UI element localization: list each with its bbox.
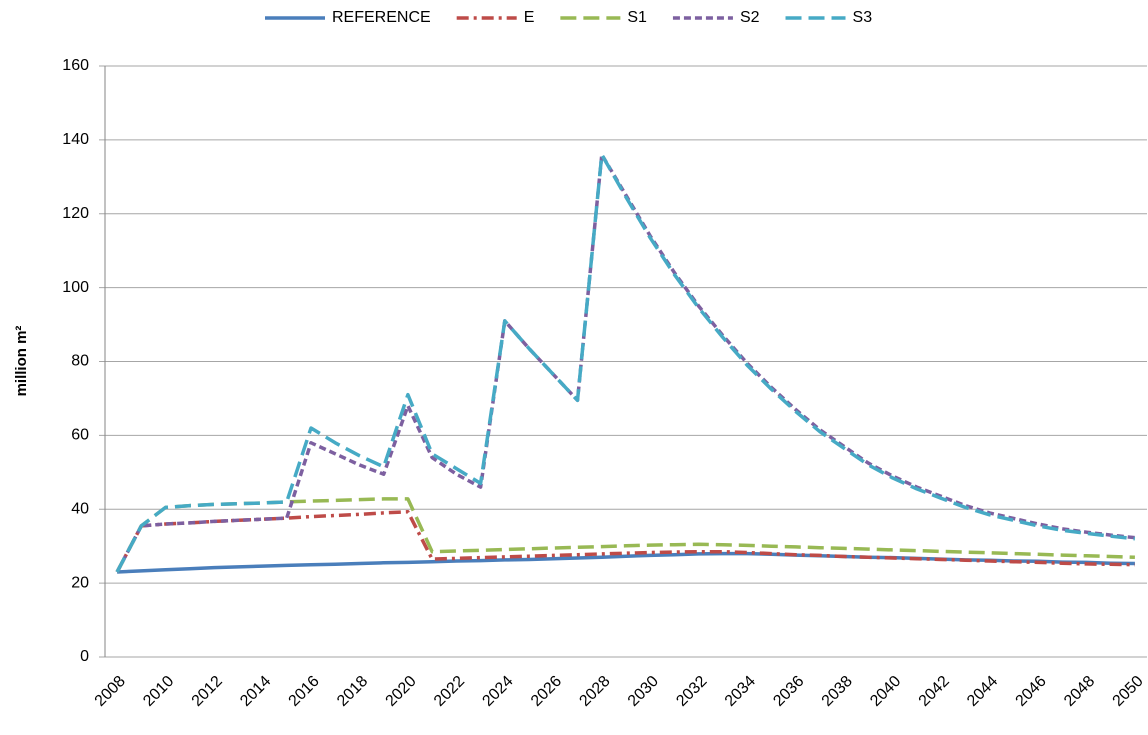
y-tick-label: 60 — [71, 427, 89, 444]
series-line — [115, 152, 1136, 573]
y-tick-label: 20 — [71, 574, 89, 591]
series-line — [117, 551, 1135, 574]
x-tick-label: 2048 — [1061, 673, 1098, 710]
x-tick-label: 2038 — [819, 673, 856, 710]
y-tick-label: 40 — [71, 500, 89, 517]
y-tick-label: 0 — [80, 648, 89, 665]
x-tick-label: 2050 — [1110, 673, 1147, 710]
legend-label: S1 — [627, 9, 647, 26]
legend-label: S3 — [853, 9, 873, 26]
x-tick-label: 2042 — [916, 673, 953, 710]
x-tick-label: 2034 — [722, 673, 759, 710]
legend-label: REFERENCE — [332, 9, 431, 26]
y-tick-label: 100 — [62, 279, 89, 296]
x-tick-label: 2026 — [528, 673, 565, 710]
x-tick-label: 2046 — [1013, 673, 1050, 710]
x-tick-label: 2024 — [479, 673, 516, 710]
x-tick-label: 2010 — [140, 673, 177, 710]
series-line — [115, 152, 1136, 573]
x-tick-label: 2022 — [431, 673, 468, 710]
y-tick-label: 140 — [62, 131, 89, 148]
y-tick-label: 160 — [62, 57, 89, 74]
x-tick-label: 2020 — [383, 673, 420, 710]
x-tick-label: 2012 — [189, 673, 226, 710]
x-tick-label: 2036 — [770, 673, 807, 710]
x-tick-label: 2044 — [964, 673, 1001, 710]
series-line — [115, 497, 1135, 573]
x-tick-label: 2016 — [286, 673, 323, 710]
x-tick-label: 2032 — [673, 673, 710, 710]
y-axis-label: million m² — [13, 326, 30, 397]
y-tick-label: 80 — [71, 353, 89, 370]
legend-label: S2 — [740, 9, 760, 26]
series-line — [115, 510, 1135, 573]
x-tick-label: 2028 — [576, 673, 613, 710]
x-tick-label: 2040 — [867, 673, 904, 710]
y-tick-label: 120 — [62, 205, 89, 222]
x-tick-label: 2014 — [237, 673, 274, 710]
x-tick-label: 2030 — [625, 673, 662, 710]
legend-label: E — [524, 9, 535, 26]
x-tick-label: 2008 — [92, 673, 129, 710]
x-tick-label: 2018 — [334, 673, 371, 710]
